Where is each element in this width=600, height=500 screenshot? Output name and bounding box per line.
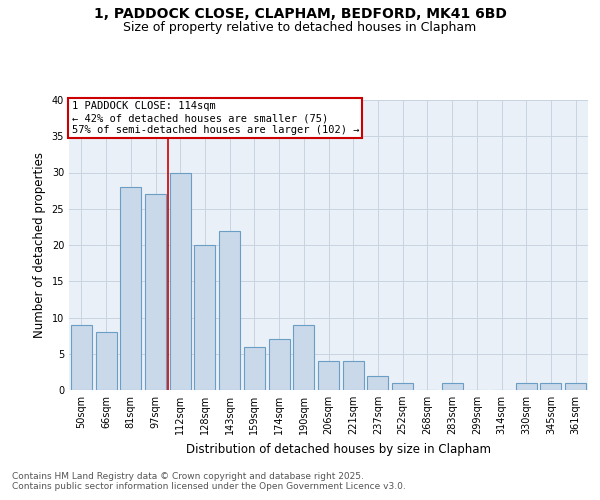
Text: 1, PADDOCK CLOSE, CLAPHAM, BEDFORD, MK41 6BD: 1, PADDOCK CLOSE, CLAPHAM, BEDFORD, MK41… [94,8,506,22]
Bar [392,383,413,390]
Bar [442,383,463,390]
Text: Size of property relative to detached houses in Clapham: Size of property relative to detached ho… [124,21,476,34]
Text: Contains public sector information licensed under the Open Government Licence v3: Contains public sector information licen… [12,482,406,491]
Bar [95,332,116,390]
Bar [71,325,92,390]
Bar [293,325,314,390]
Text: Contains HM Land Registry data © Crown copyright and database right 2025.: Contains HM Land Registry data © Crown c… [12,472,364,481]
Bar [318,361,339,390]
Y-axis label: Number of detached properties: Number of detached properties [33,152,46,338]
Bar [541,383,562,390]
Bar [269,339,290,390]
Bar [219,230,240,390]
Text: 1 PADDOCK CLOSE: 114sqm
← 42% of detached houses are smaller (75)
57% of semi-de: 1 PADDOCK CLOSE: 114sqm ← 42% of detache… [71,102,359,134]
Bar [145,194,166,390]
Bar [367,376,388,390]
Bar [343,361,364,390]
Bar [120,187,141,390]
Bar [194,245,215,390]
Bar [516,383,537,390]
Bar [244,346,265,390]
Bar [170,172,191,390]
Bar [565,383,586,390]
Text: Distribution of detached houses by size in Clapham: Distribution of detached houses by size … [187,442,491,456]
